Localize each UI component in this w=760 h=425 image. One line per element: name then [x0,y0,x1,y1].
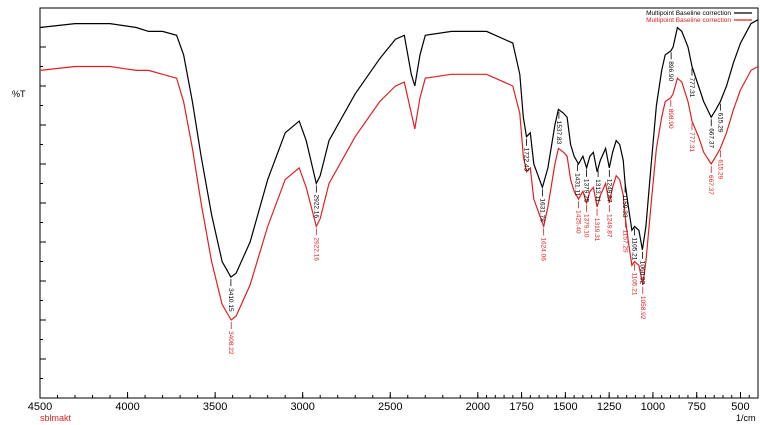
peak-label: 615.29 [716,113,723,133]
peak-label: 1431.11 [573,173,580,196]
x-tick-label: 3500 [203,401,227,413]
peak-label: 1624.06 [540,237,547,261]
peak-label: 1722.43 [522,148,529,172]
peak-label: 898.90 [667,109,674,129]
peak-label: 3408.22 [227,331,234,355]
x-tick-label: 4500 [28,401,52,413]
peak-label: 2922.16 [312,237,319,261]
y-axis-ticks [40,27,46,379]
peak-label: 1157.29 [621,230,628,253]
peak-label: 777.31 [688,132,695,152]
peak-label: 1249.87 [605,214,612,238]
series-layer [39,19,759,321]
peak-annotations: 3410.15 2922.16 1722.43 1631.78 1537.83 1431.… [227,52,723,355]
peak-label: 615.29 [716,159,723,179]
peak-label: 1631.78 [538,198,545,222]
peak-label: 667.37 [707,175,714,195]
peak-label: 1105.21 [631,237,638,260]
x-tick-label: 3000 [290,401,314,413]
x-axis-label: 1/cm [736,413,756,423]
x-tick-label: 750 [688,401,706,413]
x-tick-label: 2500 [378,401,402,413]
x-axis-ticks: 4500 4000 3500 3000 2500 2000 1750 1500 1250 1000… [28,392,750,413]
peak-label: 1249.87 [605,179,612,203]
x-tick-label: 2000 [466,401,490,413]
peak-label: 1319.31 [593,218,600,242]
series-line-black [39,19,759,278]
peak-label: 1425.40 [575,210,582,234]
x-tick-label: 4000 [115,401,139,413]
y-axis-label: %T [12,89,26,99]
peak-label: 1159.33 [621,195,628,218]
peak-label: 2922.16 [312,195,319,219]
plot-frame [39,7,759,399]
legend-entry-label: Multipoint Baseline correction [646,17,731,24]
peak-label: 1060.92 [638,261,645,285]
peak-label: 1537.83 [555,121,562,145]
source-label: sblmakt [40,413,72,423]
peak-label: 667.37 [707,128,714,148]
legend: Multipoint Baseline correctionMultipoint… [646,10,752,24]
x-tick-label: 1250 [597,401,621,413]
peak-label: 896.90 [667,61,674,81]
peak-label: 777.31 [688,78,695,98]
legend-entry-label: Multipoint Baseline correction [646,10,731,17]
peak-label: 1379.25 [583,179,590,203]
peak-label: 1313.11 [594,179,601,202]
x-tick-label: 1000 [641,401,665,413]
peak-label: 1058.92 [639,296,646,320]
peak-label: 3410.15 [227,288,234,312]
x-tick-label: 1500 [553,401,577,413]
peak-label: 1105.21 [631,273,638,296]
peak-label: 1379.10 [583,214,590,238]
series-line-red [39,65,759,321]
x-tick-label: 500 [731,401,749,413]
x-tick-label: 1750 [509,401,533,413]
